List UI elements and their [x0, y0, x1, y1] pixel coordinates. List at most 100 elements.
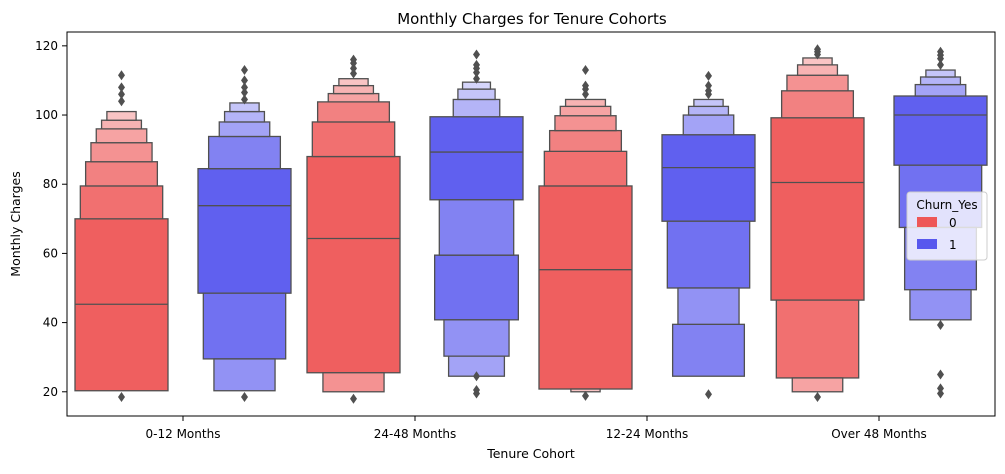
outlier-point [118, 89, 125, 100]
boxen-box [791, 377, 844, 393]
outlier-point [937, 59, 944, 70]
y-tick-label: 100 [35, 108, 58, 122]
boxen-box [543, 150, 628, 187]
outlier-point [705, 70, 712, 81]
boxen-box [332, 84, 375, 95]
x-tick-label: 24-48 Months [374, 427, 457, 441]
legend-title: Churn_Yes [916, 198, 977, 212]
boxen-box [538, 185, 633, 390]
boxen-box [316, 101, 391, 123]
boxen-box [443, 319, 510, 357]
outlier-point [937, 320, 944, 331]
boxen-box [197, 167, 292, 294]
outlier-point [937, 46, 944, 57]
boxen-box [687, 105, 730, 116]
outlier-point [350, 393, 357, 404]
y-tick-label: 60 [43, 246, 58, 260]
outlier-point [118, 391, 125, 402]
boxen-box [548, 129, 623, 153]
outlier-point [118, 70, 125, 81]
boxen-box [429, 116, 524, 201]
boxen-box [90, 142, 153, 163]
y-tick-label: 120 [35, 39, 58, 53]
outlier-point [705, 80, 712, 91]
boxen-box [438, 199, 515, 256]
boxen-box [106, 110, 137, 121]
boxen-box [327, 92, 380, 103]
outlier-point [582, 65, 589, 76]
outlier-point [705, 389, 712, 400]
outlier-point [814, 44, 821, 55]
boxen-box [338, 78, 369, 87]
plot-frame [66, 31, 996, 417]
boxen-box [780, 90, 855, 119]
boxen-box [322, 372, 385, 393]
outlier-point [473, 49, 480, 60]
outlier-point [118, 82, 125, 93]
outlier-point [473, 371, 480, 382]
outlier-point [705, 85, 712, 96]
boxen-box [671, 323, 746, 377]
outlier-point [473, 73, 480, 84]
y-tick-label: 40 [43, 316, 58, 330]
boxen-box [306, 155, 401, 374]
outlier-point [814, 391, 821, 402]
legend-label-0: 0 [949, 216, 957, 230]
outlier-point [241, 65, 248, 76]
boxen-box [893, 95, 988, 166]
boxen-box [661, 134, 756, 222]
outlier-point [582, 80, 589, 91]
boxen-box [919, 76, 962, 86]
y-tick-label: 20 [43, 385, 58, 399]
y-tick-label: 80 [43, 177, 58, 191]
outlier-point [350, 68, 357, 79]
legend-label-1: 1 [949, 238, 957, 252]
boxen-box [693, 98, 724, 108]
outlier-point [350, 54, 357, 65]
boxen-box [925, 69, 956, 78]
boxen-box [218, 121, 271, 138]
x-axis-label: Tenure Cohort [486, 446, 575, 461]
boxen-box [909, 289, 972, 321]
boxen-box [100, 119, 143, 130]
x-tick-label: 12-24 Months [606, 427, 689, 441]
outlier-point [582, 89, 589, 100]
boxen-box [564, 98, 607, 108]
legend: Churn_Yes 0 1 [906, 191, 988, 261]
outlier-point [241, 94, 248, 105]
boxen-box [554, 115, 617, 132]
boxen-box [666, 220, 751, 289]
outlier-point [937, 369, 944, 380]
boxen-box [213, 358, 276, 392]
boxen-box [452, 98, 501, 118]
boxen-box [786, 74, 849, 92]
boxen-box [311, 121, 396, 158]
boxen-box [770, 117, 865, 301]
boxen-box [202, 292, 287, 360]
boxen-box [559, 105, 612, 117]
outlier-point [241, 391, 248, 402]
boxen-box [95, 128, 148, 144]
boxen-box [79, 185, 164, 220]
boxen-box [223, 110, 266, 123]
boxen-box [433, 254, 519, 321]
outlier-point [582, 390, 589, 401]
outlier-point [241, 75, 248, 86]
chart-title: Monthly Charges for Tenure Cohorts [397, 10, 667, 28]
outlier-point [241, 82, 248, 93]
outlier-point [473, 59, 480, 70]
boxen-box [84, 161, 159, 187]
boxen-box [775, 299, 860, 379]
boxen-box [677, 287, 740, 325]
y-axis-label: Monthly Charges [8, 171, 23, 276]
legend-swatch-0 [917, 217, 937, 227]
outlier-point [118, 96, 125, 107]
legend-swatch-1 [917, 239, 937, 249]
boxen-box [796, 64, 839, 76]
x-tick-label: Over 48 Months [831, 427, 927, 441]
outlier-point [937, 388, 944, 399]
outlier-point [937, 383, 944, 394]
outlier-point [241, 87, 248, 98]
